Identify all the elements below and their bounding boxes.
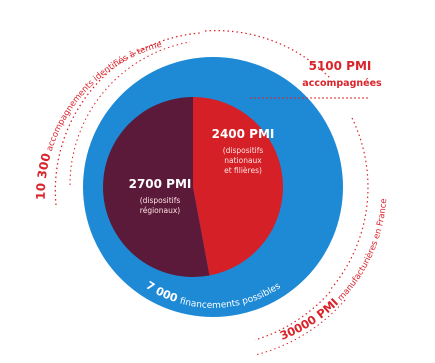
dotted-arc-bottom <box>254 291 331 341</box>
dotted-arc-top-right <box>204 30 331 79</box>
slice-caption-nationaux-3: et filières) <box>224 166 262 175</box>
slice-caption-regionaux-1: (dispositifs <box>140 196 181 205</box>
slice-caption-regionaux-2: régionaux) <box>140 206 181 215</box>
dotted-arc-top-inner <box>69 41 191 186</box>
callout-caption: accompagnées <box>302 78 382 89</box>
slice-label-regionaux: 2700 PMI <box>129 177 192 191</box>
slice-caption-nationaux-2: nationaux <box>224 156 262 165</box>
callout-value: 5100 PMI <box>309 59 372 73</box>
dotted-arc-right <box>329 117 369 291</box>
slice-label-nationaux: 2400 PMI <box>212 127 275 141</box>
slice-caption-nationaux-1: (dispositifs <box>223 146 264 155</box>
pie-slice-regionaux <box>103 97 210 277</box>
pie-slice-nationaux <box>193 97 283 276</box>
